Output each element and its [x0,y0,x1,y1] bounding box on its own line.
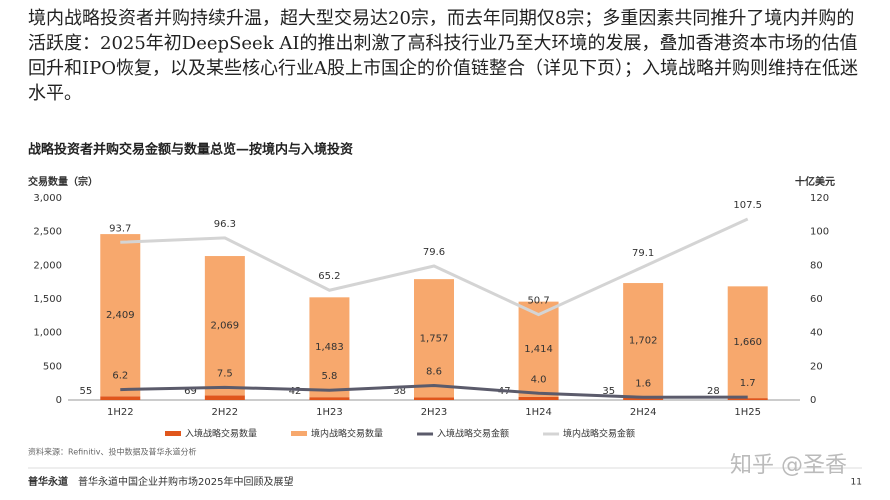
line [120,384,748,399]
y-tick-label: 0 [56,395,62,406]
line-label: 5.8 [321,371,337,382]
bar-label: 2,409 [106,310,135,321]
bar-label: 55 [80,386,93,397]
x-tick-label: 1H22 [107,407,134,418]
bar [518,301,559,397]
y2-tick-label: 100 [810,227,829,238]
line-label: 8.6 [426,367,442,378]
x-tick-label: 2H24 [630,407,657,418]
y2-tick-label: 80 [810,260,823,271]
y2-tick-label: 0 [810,395,816,406]
y2-axis-title: 十亿美元 [795,175,835,188]
legend-label: 境内战略交易金额 [563,428,635,440]
line [120,217,749,317]
x-tick-label: 1H23 [316,407,343,418]
line-label: 79.1 [632,248,654,259]
line-label: 65.2 [318,271,340,282]
bar-label: 35 [602,386,615,397]
line-label: 96.3 [214,219,236,230]
line-label: 93.7 [109,223,131,234]
y-tick-label: 1,500 [33,294,62,305]
line-label: 4.0 [531,374,547,385]
bar [414,397,454,400]
bar-label: 1,660 [733,337,762,348]
bar [518,396,559,400]
watermark: 知乎 @圣香 [730,453,847,478]
footer-report: 普华永道中国企业并购市场2025年中回顾及展望 [78,475,293,488]
bar-label: 1,702 [629,335,658,346]
y-tick-label: 2,000 [33,260,62,271]
bar [100,396,141,400]
bar [727,286,768,399]
bar-label: 28 [707,386,720,397]
x-tick-label: 1H24 [525,407,552,418]
page-number: 11 [851,478,862,488]
y-tick-label: 3,000 [33,193,62,204]
y-tick-label: 2,500 [33,227,62,238]
bar [727,398,768,400]
bar-label: 1,414 [524,344,553,355]
line-label: 107.5 [733,200,762,211]
line-label: 6.2 [112,371,128,382]
line-label: 1.6 [635,378,651,389]
bar-label: 2,069 [211,321,240,332]
y-axis-title: 交易数量（宗） [28,175,98,188]
bar-label: 69 [184,386,197,397]
line-label: 79.6 [423,247,445,258]
y-tick-label: 500 [43,361,62,372]
legend-label: 入境战略交易数量 [185,428,257,440]
bar-label: 1,757 [420,333,449,344]
line-label: 50.7 [527,296,549,307]
bar [623,397,664,400]
legend-label: 境内战略交易数量 [311,428,383,440]
y2-tick-label: 120 [810,193,829,204]
bar [309,397,350,400]
bar [623,283,664,398]
x-tick-label: 2H22 [212,407,239,418]
chart-title: 战略投资者并购交易金额与数量总览—按境内与入境投资 [28,142,353,158]
line-label: 7.5 [217,368,233,379]
x-tick-label: 1H25 [734,407,761,418]
bar [309,297,350,398]
x-tick-label: 2H23 [421,407,448,418]
intro-text: 境内战略投资者并购持续升温，超大型交易达20宗，而去年同期仅8宗；多重因素共同推… [28,8,858,104]
y2-tick-label: 40 [810,328,823,339]
bar-label: 42 [289,386,302,397]
legend-label: 入境战略交易金额 [437,428,509,440]
bar [414,279,454,398]
bar-label: 1,483 [315,342,344,353]
bar [204,256,245,396]
legend-swatch [165,431,181,436]
source: 资料来源：Refinitiv、投中数据及普华永道分析 [28,447,197,457]
y2-tick-label: 60 [810,294,823,305]
footer-brand: 普华永道 [28,475,68,488]
legend-swatch [291,431,308,436]
bar [100,234,141,397]
bar [204,395,245,400]
y-tick-label: 1,000 [33,328,62,339]
y2-tick-label: 20 [810,361,823,372]
bar-label: 38 [393,386,406,397]
line-label: 1.7 [740,378,756,389]
